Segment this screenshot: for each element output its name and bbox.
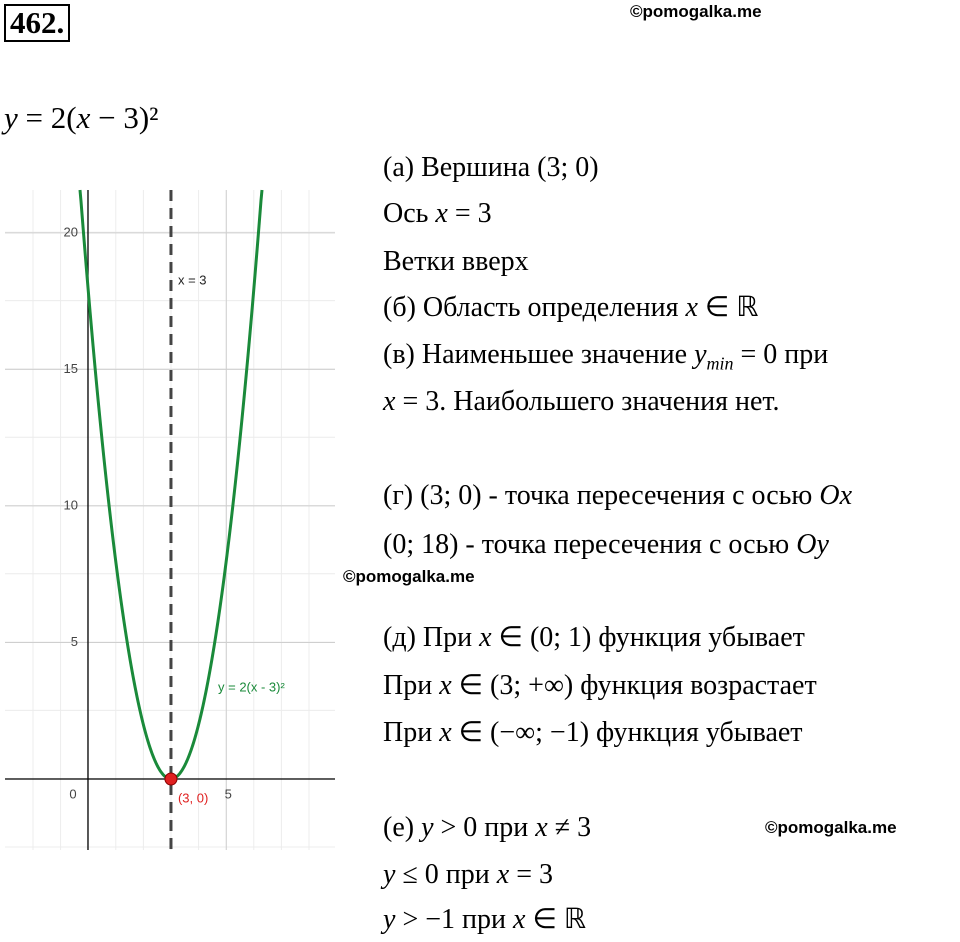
text-segment: (а) Вершина (3; 0) xyxy=(383,152,599,183)
text-segment: Ветки вверх xyxy=(383,246,529,277)
text-segment: y xyxy=(421,812,434,843)
text-segment: x xyxy=(513,904,526,935)
text-segment: (0; 18) - точка пересечения с осью xyxy=(383,529,797,560)
watermark: ©pomogalka.me xyxy=(343,567,475,586)
watermark: ©pomogalka.me xyxy=(630,2,762,21)
text-line: (г) (3; 0) - точка пересечения с осью Ox xyxy=(383,480,852,512)
origin-label: 0 xyxy=(69,786,76,801)
text-segment: y xyxy=(383,904,396,935)
text-segment: При xyxy=(383,670,440,701)
text-segment: ∈ (0; 1) функция убывает xyxy=(491,622,805,653)
y-tick-label: 10 xyxy=(64,497,78,512)
text-line: (б) Область определения x ∈ ℝ xyxy=(383,292,758,324)
text-segment: (б) Область определения xyxy=(383,292,686,323)
text-segment: (г) (3; 0) - точка пересечения с осью xyxy=(383,480,820,511)
text-segment: = 0 при xyxy=(733,339,829,370)
text-segment: = 2( xyxy=(17,100,77,135)
text-segment: = 3 xyxy=(447,198,492,229)
watermark: ©pomogalka.me xyxy=(765,818,897,837)
text-line: Ветки вверх xyxy=(383,246,529,278)
text-line: y > −1 при x ∈ ℝ xyxy=(383,904,586,936)
text-segment: ≠ 3 xyxy=(547,812,592,843)
text-segment: (д) При xyxy=(383,622,480,653)
x-tick-label: 5 xyxy=(225,786,232,801)
text-segment: (е) xyxy=(383,812,422,843)
text-segment: (в) Наименьшее значение xyxy=(383,339,695,370)
y-tick-label: 20 xyxy=(64,224,78,239)
text-segment: y xyxy=(4,100,18,135)
text-line: (в) Наименьшее значение ymin = 0 при xyxy=(383,339,828,380)
text-line: (е) y > 0 при x ≠ 3 xyxy=(383,812,591,844)
text-segment: x xyxy=(439,717,452,748)
text-segment: y xyxy=(694,339,707,370)
text-segment: x xyxy=(685,292,698,323)
text-segment: x xyxy=(439,670,452,701)
text-segment: > −1 при xyxy=(395,904,513,935)
text-segment: x xyxy=(479,622,492,653)
text-line: (а) Вершина (3; 0) xyxy=(383,152,599,184)
text-segment: x xyxy=(76,100,91,135)
text-segment: x xyxy=(435,198,448,229)
text-segment: min xyxy=(706,353,734,374)
text-line: При x ∈ (−∞; −1) функция убывает xyxy=(383,717,803,749)
problem-number: 462. xyxy=(4,4,71,42)
text-segment: x xyxy=(535,812,548,843)
text-line: При x ∈ (3; +∞) функция возрастает xyxy=(383,670,817,702)
text-line: y ≤ 0 при x = 3 xyxy=(383,859,553,891)
formula: y = 2(x − 3)² xyxy=(4,100,158,136)
text-segment: − 3)² xyxy=(90,100,159,135)
text-segment: ≤ 0 при xyxy=(395,859,497,890)
text-segment: Oy xyxy=(796,529,829,560)
axis-label: x = 3 xyxy=(178,272,207,287)
text-segment: ∈ (3; +∞) функция возрастает xyxy=(451,670,817,701)
text-segment: Ox xyxy=(819,480,853,511)
text-segment: = 3. Наибольшего значения нет. xyxy=(395,386,780,417)
vertex-point xyxy=(164,772,178,786)
text-line: (д) При x ∈ (0; 1) функция убывает xyxy=(383,622,805,654)
y-tick-label: 5 xyxy=(71,634,78,649)
text-segment: > 0 при xyxy=(433,812,536,843)
text-line: Ось x = 3 xyxy=(383,198,492,230)
text-segment: x xyxy=(496,859,510,890)
vertex-label: (3, 0) xyxy=(178,790,208,805)
text-segment: ∈ ℝ xyxy=(697,292,759,323)
text-segment: = 3 xyxy=(509,859,554,890)
text-segment: ∈ ℝ xyxy=(525,904,587,935)
text-line: (0; 18) - точка пересечения с осью Oy xyxy=(383,529,829,561)
text-segment: x xyxy=(383,386,396,417)
y-tick-label: 15 xyxy=(64,361,78,376)
text-segment: При xyxy=(383,717,440,748)
text-line: x = 3. Наибольшего значения нет. xyxy=(383,386,780,418)
text-segment: ∈ (−∞; −1) функция убывает xyxy=(451,717,803,748)
text-segment: y xyxy=(383,859,396,890)
curve-label: y = 2(x - 3)² xyxy=(218,679,285,694)
text-segment: Ось xyxy=(383,198,436,229)
